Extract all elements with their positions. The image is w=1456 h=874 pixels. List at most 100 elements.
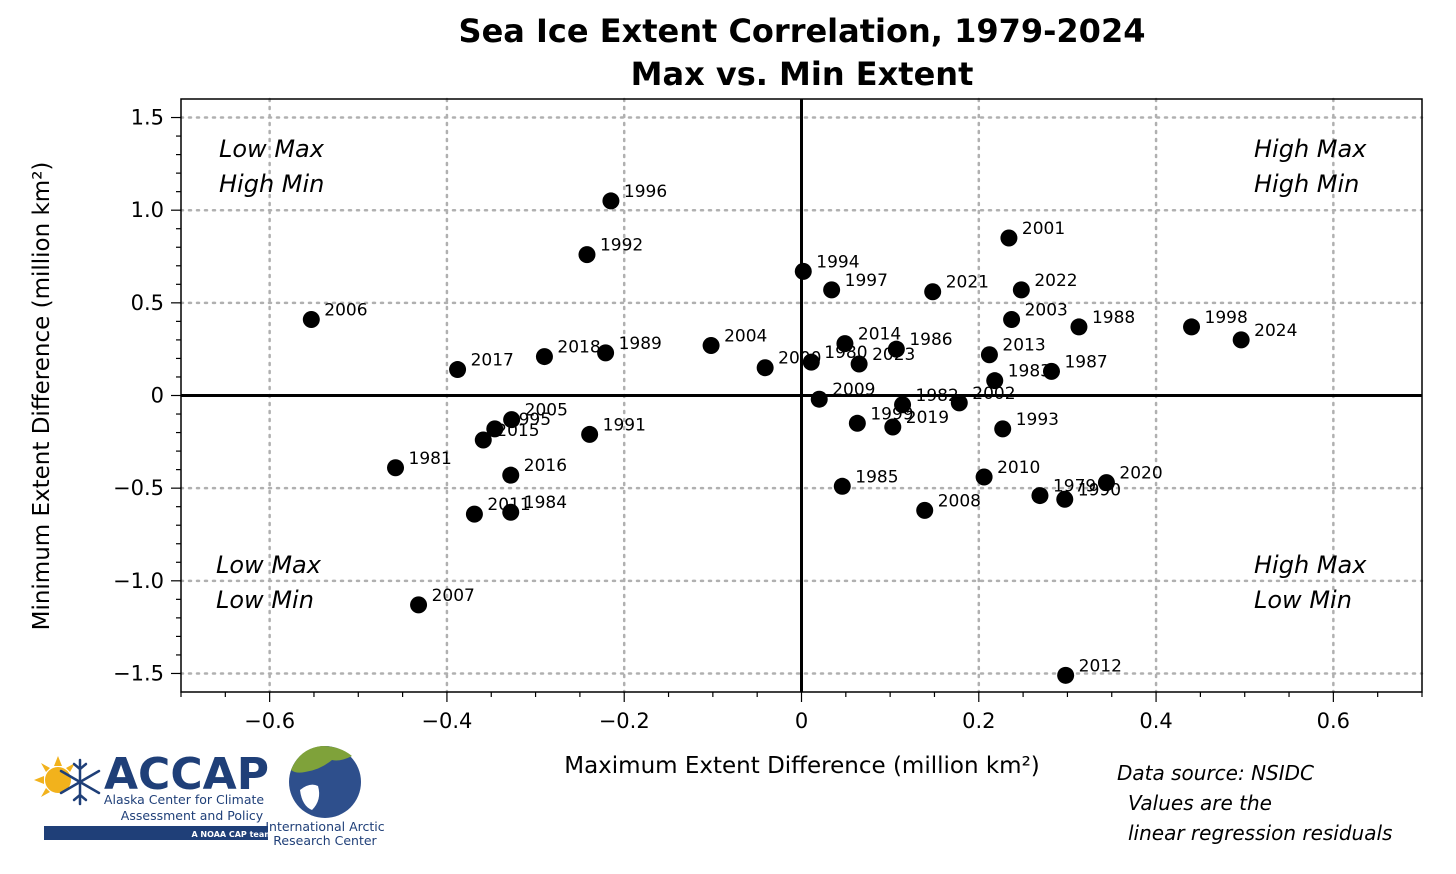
data-point-label: 1993 bbox=[1016, 410, 1059, 430]
data-point bbox=[924, 283, 942, 301]
data-point bbox=[1070, 318, 1088, 336]
data-point bbox=[702, 336, 720, 354]
quadrant-label-top-left: Low Max bbox=[219, 135, 325, 163]
y-tick-label: 0.5 bbox=[131, 291, 164, 315]
data-point bbox=[975, 468, 993, 486]
data-point bbox=[887, 340, 905, 358]
data-point bbox=[597, 344, 615, 362]
data-point bbox=[894, 396, 912, 414]
data-point-label: 2020 bbox=[1119, 464, 1162, 484]
chart-subtitle: Max vs. Min Extent bbox=[631, 55, 974, 93]
data-point-label: 2002 bbox=[972, 384, 1015, 404]
data-point bbox=[1012, 281, 1030, 299]
data-point bbox=[1042, 362, 1060, 380]
data-point-label: 1992 bbox=[600, 236, 643, 256]
data-point-label: 1983 bbox=[1008, 362, 1051, 382]
quadrant-labels: Low Max High Min High Max High Min Low Max Lo… bbox=[216, 135, 1367, 614]
data-point-label: 1984 bbox=[524, 493, 567, 513]
data-point-label: 2008 bbox=[938, 491, 981, 511]
y-axis-label: Minimum Extent Difference (million km²) bbox=[29, 162, 55, 631]
x-tick-label: −0.2 bbox=[599, 709, 650, 733]
data-point-label: 1986 bbox=[909, 330, 952, 350]
data-point bbox=[410, 596, 428, 614]
data-point-label: 1985 bbox=[855, 467, 898, 487]
data-point-label: 1997 bbox=[845, 271, 888, 291]
data-point-label: 1989 bbox=[619, 334, 662, 354]
quadrant-label-top-left: High Min bbox=[219, 170, 324, 198]
data-point-label: 1987 bbox=[1064, 352, 1107, 372]
accap-line1: Alaska Center for Climate bbox=[104, 792, 264, 807]
y-tick-label: −0.5 bbox=[113, 476, 164, 500]
iarc-logo: International Arctic Research Center bbox=[265, 746, 385, 848]
x-tick-label: 0.2 bbox=[962, 709, 995, 733]
data-point bbox=[449, 361, 467, 379]
data-point bbox=[756, 359, 774, 377]
data-point bbox=[1232, 331, 1250, 349]
data-point bbox=[980, 346, 998, 364]
data-point bbox=[387, 459, 405, 477]
data-point-label: 2024 bbox=[1254, 321, 1297, 341]
data-point-label: 2018 bbox=[557, 338, 600, 358]
data-point bbox=[1057, 666, 1075, 684]
data-point-label: 2009 bbox=[832, 380, 875, 400]
data-point bbox=[986, 372, 1004, 390]
data-point-label: 2005 bbox=[525, 401, 568, 421]
iarc-line2: Research Center bbox=[273, 833, 377, 848]
data-point bbox=[850, 355, 868, 373]
quadrant-label-bottom-right: High Max bbox=[1254, 551, 1367, 579]
x-tick-label: −0.6 bbox=[244, 709, 295, 733]
data-point bbox=[486, 420, 504, 438]
data-point-label: 2007 bbox=[432, 586, 475, 606]
data-point bbox=[950, 394, 968, 412]
residuals-note-line1: Values are the bbox=[1128, 791, 1272, 815]
data-source-note: Data source: NSIDC bbox=[1117, 761, 1314, 785]
x-tick-label: −0.4 bbox=[421, 709, 472, 733]
data-point bbox=[1056, 490, 1074, 508]
data-point bbox=[823, 281, 841, 299]
data-point bbox=[1031, 487, 1049, 505]
data-point-label: 1988 bbox=[1092, 308, 1135, 328]
data-point-label: 2013 bbox=[1002, 336, 1045, 356]
chart-title: Sea Ice Extent Correlation, 1979-2024 bbox=[459, 12, 1146, 50]
data-point-label: 2010 bbox=[997, 458, 1040, 478]
data-point bbox=[802, 353, 820, 371]
snowflake-icon bbox=[59, 758, 101, 806]
data-point-label: 2006 bbox=[324, 301, 367, 321]
data-point bbox=[1000, 229, 1018, 247]
data-point-label: 2001 bbox=[1022, 219, 1065, 239]
data-point bbox=[884, 418, 902, 436]
x-tick-label: 0.6 bbox=[1317, 709, 1350, 733]
data-point bbox=[794, 262, 812, 280]
data-point-label: 1994 bbox=[816, 252, 859, 272]
iarc-line1: International Arctic bbox=[265, 819, 384, 834]
x-tick-label: 0 bbox=[795, 709, 808, 733]
accap-tag-bar bbox=[44, 826, 268, 840]
data-point bbox=[502, 503, 520, 521]
data-point-label: 2017 bbox=[471, 351, 514, 371]
axes: −0.6 −0.4 −0.2 0 0.2 0.4 0.6 1.5 1.0 0.5 0 −0.5 −1.0… bbox=[113, 99, 1423, 733]
data-point bbox=[833, 477, 851, 495]
y-tick-label: −1.5 bbox=[113, 661, 164, 685]
data-point bbox=[535, 348, 553, 366]
data-point bbox=[810, 390, 828, 408]
data-point-label: 1996 bbox=[624, 182, 667, 202]
data-point bbox=[503, 411, 521, 429]
data-point bbox=[1097, 474, 1115, 492]
quadrant-label-bottom-left: Low Min bbox=[216, 586, 314, 614]
data-point-label: 2019 bbox=[906, 408, 949, 428]
quadrant-label-bottom-right: Low Min bbox=[1254, 586, 1352, 614]
x-tick-label: 0.4 bbox=[1139, 709, 1172, 733]
plot-frame bbox=[180, 98, 1423, 693]
y-tick-label: −1.0 bbox=[113, 569, 164, 593]
quadrant-label-top-right: High Min bbox=[1254, 170, 1359, 198]
data-point-label: 2015 bbox=[496, 421, 539, 441]
data-point bbox=[1003, 311, 1021, 329]
residuals-note-line2: linear regression residuals bbox=[1128, 821, 1392, 845]
data-point-label: 2012 bbox=[1079, 656, 1122, 676]
data-point-label: 2022 bbox=[1034, 271, 1077, 291]
data-point-label: 2004 bbox=[724, 326, 767, 346]
data-point-label: 1991 bbox=[603, 415, 646, 435]
accap-line2: Assessment and Policy bbox=[121, 808, 264, 823]
